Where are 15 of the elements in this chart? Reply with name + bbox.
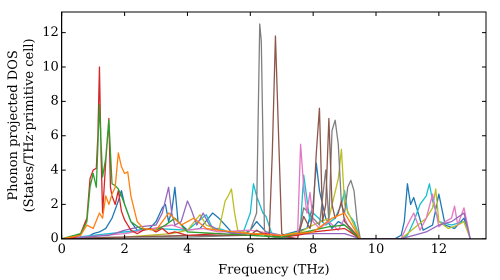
y-tick-label: 12 <box>42 24 59 40</box>
x-tick-label: 12 <box>430 242 448 257</box>
y-tick-label: 4 <box>50 162 59 178</box>
x-axis-title: Frequency (THz) <box>218 262 330 278</box>
y-tick-label: 10 <box>42 59 59 74</box>
y-tick-label: 2 <box>50 196 59 212</box>
y-tick-label: 0 <box>50 231 59 246</box>
y-axis-title: Phonon projected DOS (States/THz·primitive cell) <box>6 38 37 212</box>
y-tick-label: 8 <box>50 94 59 109</box>
x-tick-label: 8 <box>309 242 318 257</box>
x-tick-label: 6 <box>246 242 254 257</box>
x-tick-label: 4 <box>183 242 192 257</box>
x-tick-label: 2 <box>120 242 129 257</box>
x-tick-label: 10 <box>368 242 384 257</box>
y-tick-label: 6 <box>50 128 59 144</box>
